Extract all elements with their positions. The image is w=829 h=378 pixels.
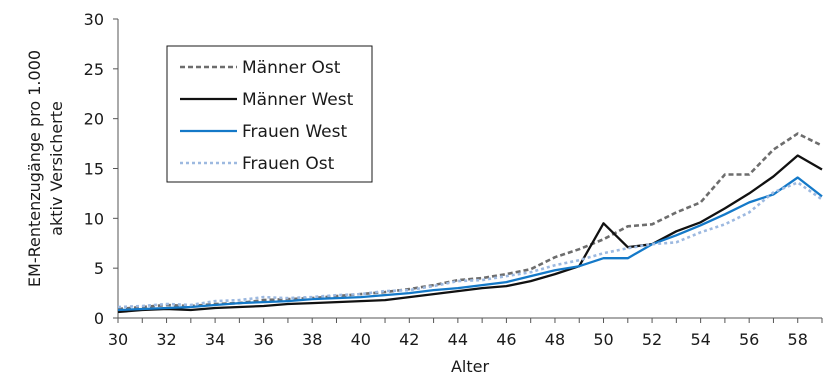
y-tick-label: 20 — [84, 110, 104, 129]
series-line — [117, 154, 823, 314]
y-tick-label: 10 — [84, 209, 104, 228]
y-axis-title-line: EM-Rentenzugänge pro 1.000 — [25, 50, 44, 287]
y-tick-label: 30 — [84, 10, 104, 29]
x-tick-label: 48 — [545, 330, 565, 349]
x-tick-labels: 30 32 34 36 38 40 42 44 46 48 50 52 54 56 58 — [108, 330, 808, 349]
x-tick-label: 32 — [156, 330, 176, 349]
x-tick-label: 46 — [496, 330, 516, 349]
y-tick-label: 5 — [94, 259, 104, 278]
x-tick-label: 58 — [788, 330, 808, 349]
legend: Männer Ost Männer West Frauen West Frauen O… — [166, 45, 373, 183]
y-tick-label: 15 — [84, 160, 104, 179]
x-tick-label: 38 — [302, 330, 322, 349]
y-tick-label: 0 — [94, 309, 104, 328]
y-tick-label: 25 — [84, 60, 104, 79]
x-axis-title: Alter — [451, 357, 490, 376]
legend-label: Frauen West — [242, 122, 347, 142]
x-tick-label: 44 — [448, 330, 468, 349]
series-line — [117, 181, 823, 309]
x-tick-label: 40 — [351, 330, 371, 349]
x-tick-label: 42 — [399, 330, 419, 349]
legend-box — [166, 45, 373, 183]
x-tick-label: 30 — [108, 330, 128, 349]
series-line — [117, 176, 823, 312]
x-tick-label: 52 — [642, 330, 662, 349]
x-tick-label: 36 — [253, 330, 273, 349]
series-line — [117, 132, 823, 311]
legend-label: Männer West — [242, 90, 354, 110]
tick-marks — [113, 18, 823, 323]
x-tick-label: 56 — [739, 330, 759, 349]
series-lines — [117, 132, 823, 314]
legend-label: Männer Ost — [242, 58, 341, 78]
y-axis-title-line: aktiv Versicherte — [47, 101, 66, 236]
x-tick-label: 54 — [690, 330, 710, 349]
x-tick-label: 50 — [593, 330, 613, 349]
y-axis-title: EM-Rentenzugänge pro 1.000 aktiv Versiche… — [25, 50, 66, 287]
legend-label: Frauen Ost — [242, 154, 335, 174]
x-tick-label: 34 — [205, 330, 225, 349]
axes — [117, 19, 822, 319]
y-tick-labels: 0 5 10 15 20 25 30 — [84, 10, 104, 328]
